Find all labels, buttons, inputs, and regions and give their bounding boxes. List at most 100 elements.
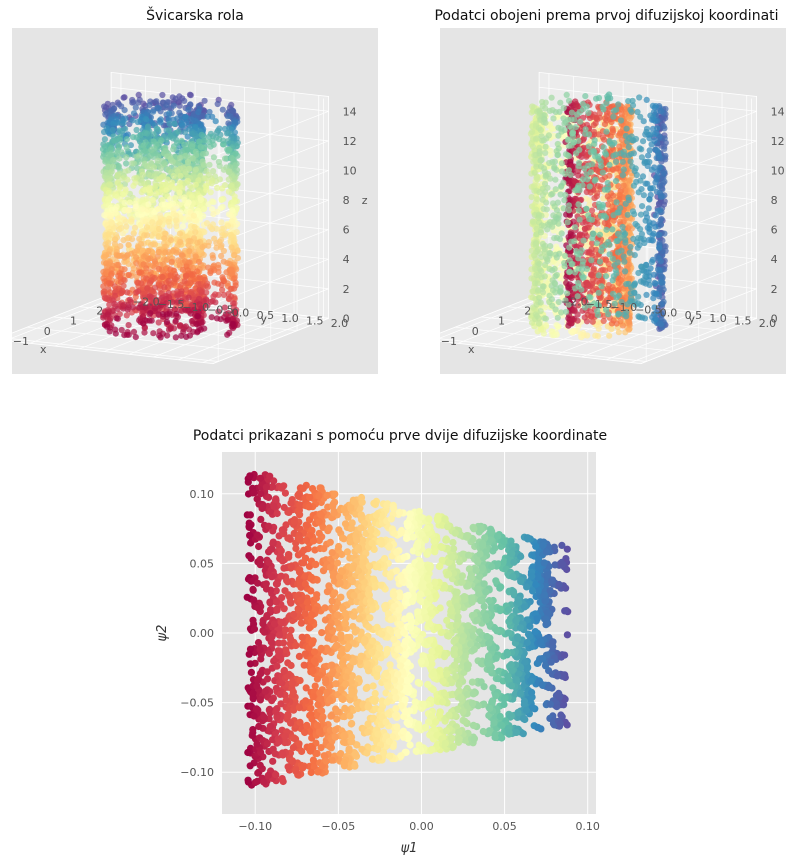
data-point: [147, 255, 154, 262]
data-point: [105, 251, 112, 258]
data-point: [538, 222, 545, 229]
data-point: [161, 284, 168, 291]
data-point: [210, 199, 217, 206]
data-point: [555, 145, 562, 152]
data-point: [219, 106, 226, 113]
data-point: [188, 318, 195, 325]
data-point: [142, 304, 149, 311]
data-point: [196, 201, 204, 208]
swiss-roll-3d-plot: −2−1012−2.0−1.5−1.0−0.50.00.51.01.52.002…: [12, 28, 378, 374]
data-point: [554, 151, 562, 158]
data-point: [114, 172, 122, 179]
data-point: [213, 244, 220, 251]
data-point: [539, 137, 546, 144]
data-point: [114, 315, 121, 322]
data-point: [114, 180, 121, 187]
data-point: [149, 197, 156, 204]
y-tick-label: 2.0: [331, 317, 349, 330]
data-point: [586, 197, 593, 204]
data-point: [171, 267, 178, 274]
y-tick-label: −1.5: [158, 298, 185, 311]
data-point: [225, 129, 232, 136]
data-point: [652, 179, 659, 186]
data-point: [210, 141, 217, 148]
data-point: [146, 317, 153, 324]
data-point: [599, 103, 606, 110]
data-point: [121, 94, 128, 101]
data-point: [194, 239, 201, 246]
data-point: [608, 326, 615, 333]
data-point: [211, 279, 218, 286]
data-point: [159, 273, 166, 281]
data-point: [199, 243, 206, 251]
data-point: [643, 128, 650, 136]
data-point: [599, 266, 606, 273]
data-point: [564, 136, 571, 144]
data-point: [225, 176, 232, 183]
data-point: [177, 290, 185, 297]
data-point: [657, 321, 665, 328]
data-point: [113, 116, 120, 123]
data-point: [648, 141, 655, 148]
data-point: [147, 159, 155, 166]
data-point: [624, 138, 631, 145]
data-point: [641, 159, 648, 167]
data-point: [182, 152, 189, 159]
data-point: [563, 91, 570, 98]
data-point: [116, 252, 123, 259]
data-point: [107, 246, 114, 253]
data-point: [165, 277, 172, 284]
data-point: [543, 206, 550, 213]
data-point: [224, 331, 231, 338]
data-point: [134, 118, 141, 126]
data-point: [175, 298, 182, 305]
data-point: [150, 164, 158, 171]
data-point: [593, 114, 600, 121]
data-point: [121, 277, 128, 284]
data-point: [218, 219, 225, 226]
data-point: [230, 239, 237, 246]
data-point: [118, 326, 125, 334]
data-point: [159, 310, 167, 318]
data-point: [152, 182, 159, 189]
data-point: [124, 289, 131, 296]
data-point: [164, 256, 171, 263]
data-point: [166, 202, 173, 209]
data-point: [128, 160, 135, 167]
data-point: [552, 109, 559, 116]
data-point: [233, 229, 240, 236]
data-point: [221, 304, 228, 311]
data-point: [195, 281, 202, 288]
data-point: [184, 267, 191, 274]
data-point: [223, 317, 230, 324]
data-point: [218, 225, 225, 232]
data-point: [155, 205, 162, 212]
data-point: [138, 280, 145, 287]
data-point: [531, 169, 538, 176]
data-point: [175, 257, 182, 264]
data-point: [204, 302, 211, 309]
data-point: [549, 159, 556, 166]
data-point: [122, 218, 129, 225]
data-point: [151, 241, 159, 248]
data-point: [177, 172, 184, 179]
data-point: [608, 320, 615, 327]
y-tick-label: −1.0: [182, 301, 209, 314]
data-point: [646, 228, 653, 236]
data-point: [126, 199, 133, 206]
data-point: [629, 163, 636, 170]
data-point: [119, 230, 126, 237]
data-point: [585, 282, 592, 289]
data-point: [158, 295, 165, 302]
data-point: [159, 91, 166, 99]
data-point: [231, 285, 238, 292]
data-point: [123, 312, 130, 319]
data-point: [165, 127, 173, 134]
data-point: [656, 267, 663, 274]
data-point: [156, 139, 163, 146]
data-point: [123, 144, 130, 151]
data-point: [541, 180, 549, 187]
data-point: [182, 113, 189, 120]
data-point: [167, 195, 174, 203]
data-point: [208, 314, 215, 321]
